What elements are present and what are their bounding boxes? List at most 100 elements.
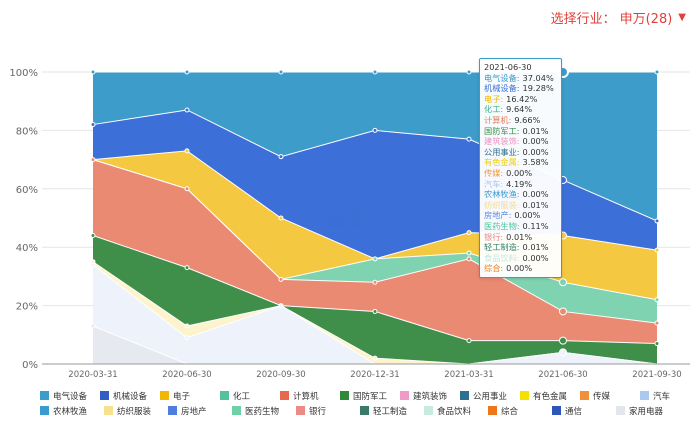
data-point — [466, 250, 472, 256]
data-point — [372, 355, 378, 361]
legend-label: 传媒 — [593, 391, 611, 402]
tooltip-series-value: 0.01% — [522, 125, 549, 136]
area-汽车 — [93, 264, 657, 364]
legend-item[interactable]: 医药生物 — [232, 405, 296, 417]
data-point — [278, 69, 284, 75]
x-tick-label: 2021-03-31 — [444, 370, 493, 380]
data-point — [372, 127, 378, 133]
legend-item[interactable]: 综合 — [488, 405, 552, 417]
legend-swatch — [616, 406, 625, 415]
tooltip-row: 国防军工: 0.01% — [484, 126, 556, 137]
tooltip-row: 化工: 9.64% — [484, 104, 556, 115]
tooltip-series-value: 0.00% — [506, 263, 533, 274]
legend-item[interactable]: 化工 — [220, 390, 280, 402]
y-tick-label: 20% — [16, 302, 38, 313]
tooltip-series-name: 传媒: — [484, 167, 504, 178]
tooltip-series-value: 9.66% — [514, 114, 541, 125]
tooltip-series-value: 0.01% — [522, 199, 549, 210]
legend-swatch — [400, 391, 409, 400]
legend-label: 农林牧渔 — [53, 406, 88, 417]
tooltip-series-value: 16.42% — [506, 93, 538, 104]
legend-item[interactable]: 通信 — [552, 405, 616, 417]
tooltip-series-name: 医药生物: — [484, 220, 520, 231]
legend-swatch — [280, 391, 289, 400]
tooltip-series-name: 电子: — [484, 93, 504, 104]
legend-swatch — [104, 406, 113, 415]
data-point — [278, 154, 284, 160]
tooltip-row: 计算机: 9.66% — [484, 115, 556, 126]
industry-selector[interactable]: 选择行业： 申万(28) ▼ — [551, 8, 686, 27]
legend-item[interactable]: 传媒 — [580, 390, 640, 402]
y-tick-label: 40% — [16, 243, 38, 254]
legend-swatch — [580, 391, 589, 400]
data-point — [90, 233, 96, 239]
legend-label: 银行 — [309, 406, 327, 417]
y-tick-label: 100% — [9, 68, 38, 79]
y-tick-label: 80% — [16, 126, 38, 137]
legend-label: 食品饮料 — [437, 406, 472, 417]
data-point — [184, 69, 190, 75]
legend-item[interactable]: 建筑装饰 — [400, 390, 460, 402]
legend-label: 化工 — [233, 391, 251, 402]
tooltip-series-name: 公用事业: — [484, 146, 520, 157]
legend-item[interactable]: 家用电器 — [616, 405, 680, 417]
tooltip-row: 轻工制造: 0.01% — [484, 242, 556, 253]
x-tick-label: 2020-03-31 — [68, 370, 117, 380]
legend-item[interactable]: 国防军工 — [340, 390, 400, 402]
tooltip-series-value: 3.58% — [522, 157, 549, 168]
watermark-logo: 韭圈儿 — [327, 209, 381, 230]
tooltip-row: 机械设备: 19.28% — [484, 83, 556, 94]
data-point — [466, 230, 472, 236]
legend-item[interactable]: 汽车 — [640, 390, 700, 402]
legend-label: 国防军工 — [353, 391, 388, 402]
data-point — [184, 186, 190, 192]
tooltip-row: 电气设备: 37.04% — [484, 73, 556, 84]
legend-label: 建筑装饰 — [413, 391, 448, 402]
area-计算机 — [93, 159, 657, 344]
legend-item[interactable]: 纺织服装 — [104, 405, 168, 417]
tooltip-series-name: 农林牧渔: — [484, 189, 520, 200]
data-point — [559, 307, 567, 316]
industry-selector-label: 选择行业： — [550, 12, 616, 27]
legend-label: 房地产 — [181, 406, 207, 417]
y-tick-label: 0% — [22, 360, 38, 371]
tooltip-series-name: 轻工制造: — [484, 242, 520, 253]
area-国防军工 — [93, 235, 657, 364]
tooltip-series-name: 建筑装饰: — [484, 136, 520, 147]
data-point — [372, 308, 378, 314]
tooltip-row: 公用事业: 0.00% — [484, 147, 556, 158]
legend-item[interactable]: 房地产 — [168, 405, 232, 417]
data-point — [184, 265, 190, 271]
legend-item[interactable]: 银行 — [296, 405, 360, 417]
tooltip-series-name: 有色金属: — [484, 157, 520, 168]
tooltip-series-value: 0.00% — [506, 167, 533, 178]
data-point — [184, 107, 190, 113]
legend-label: 电气设备 — [53, 391, 88, 402]
tooltip-series-value: 0.00% — [522, 252, 549, 263]
tooltip-row: 农林牧渔: 0.00% — [484, 189, 556, 200]
legend-swatch — [488, 406, 497, 415]
legend-label: 家用电器 — [629, 406, 664, 417]
legend-swatch — [460, 391, 469, 400]
tooltip-series-name: 汽车: — [484, 178, 504, 189]
legend-item[interactable]: 有色金属 — [520, 390, 580, 402]
legend-item[interactable]: 电子 — [160, 390, 220, 402]
legend-item[interactable]: 轻工制造 — [360, 405, 424, 417]
tooltip-row: 有色金属: 3.58% — [484, 157, 556, 168]
tooltip-row: 综合: 0.00% — [484, 263, 556, 274]
data-point — [654, 341, 660, 347]
chart-legend: 电气设备 机械设备 电子 化工 计算机 国防军工 建筑装饰 公用事业 有色金属 传媒 汽车农林牧渔 纺… — [40, 388, 700, 418]
legend-label: 综合 — [501, 406, 519, 417]
chart-tooltip: 2021-06-30 电气设备: 37.04% 机械设备: 19.28% 电子: 16.4… — [479, 58, 562, 278]
legend-item[interactable]: 计算机 — [280, 390, 340, 402]
legend-swatch — [360, 406, 369, 415]
tooltip-row: 银行: 0.01% — [484, 232, 556, 243]
legend-item[interactable]: 公用事业 — [460, 390, 520, 402]
x-tick-label: 2021-09-30 — [632, 370, 681, 380]
legend-item[interactable]: 电气设备 — [40, 390, 100, 402]
legend-item[interactable]: 机械设备 — [100, 390, 160, 402]
tooltip-row: 医药生物: 0.11% — [484, 221, 556, 232]
legend-item[interactable]: 食品饮料 — [424, 405, 488, 417]
legend-item[interactable]: 农林牧渔 — [40, 405, 104, 417]
tooltip-row: 电子: 16.42% — [484, 94, 556, 105]
